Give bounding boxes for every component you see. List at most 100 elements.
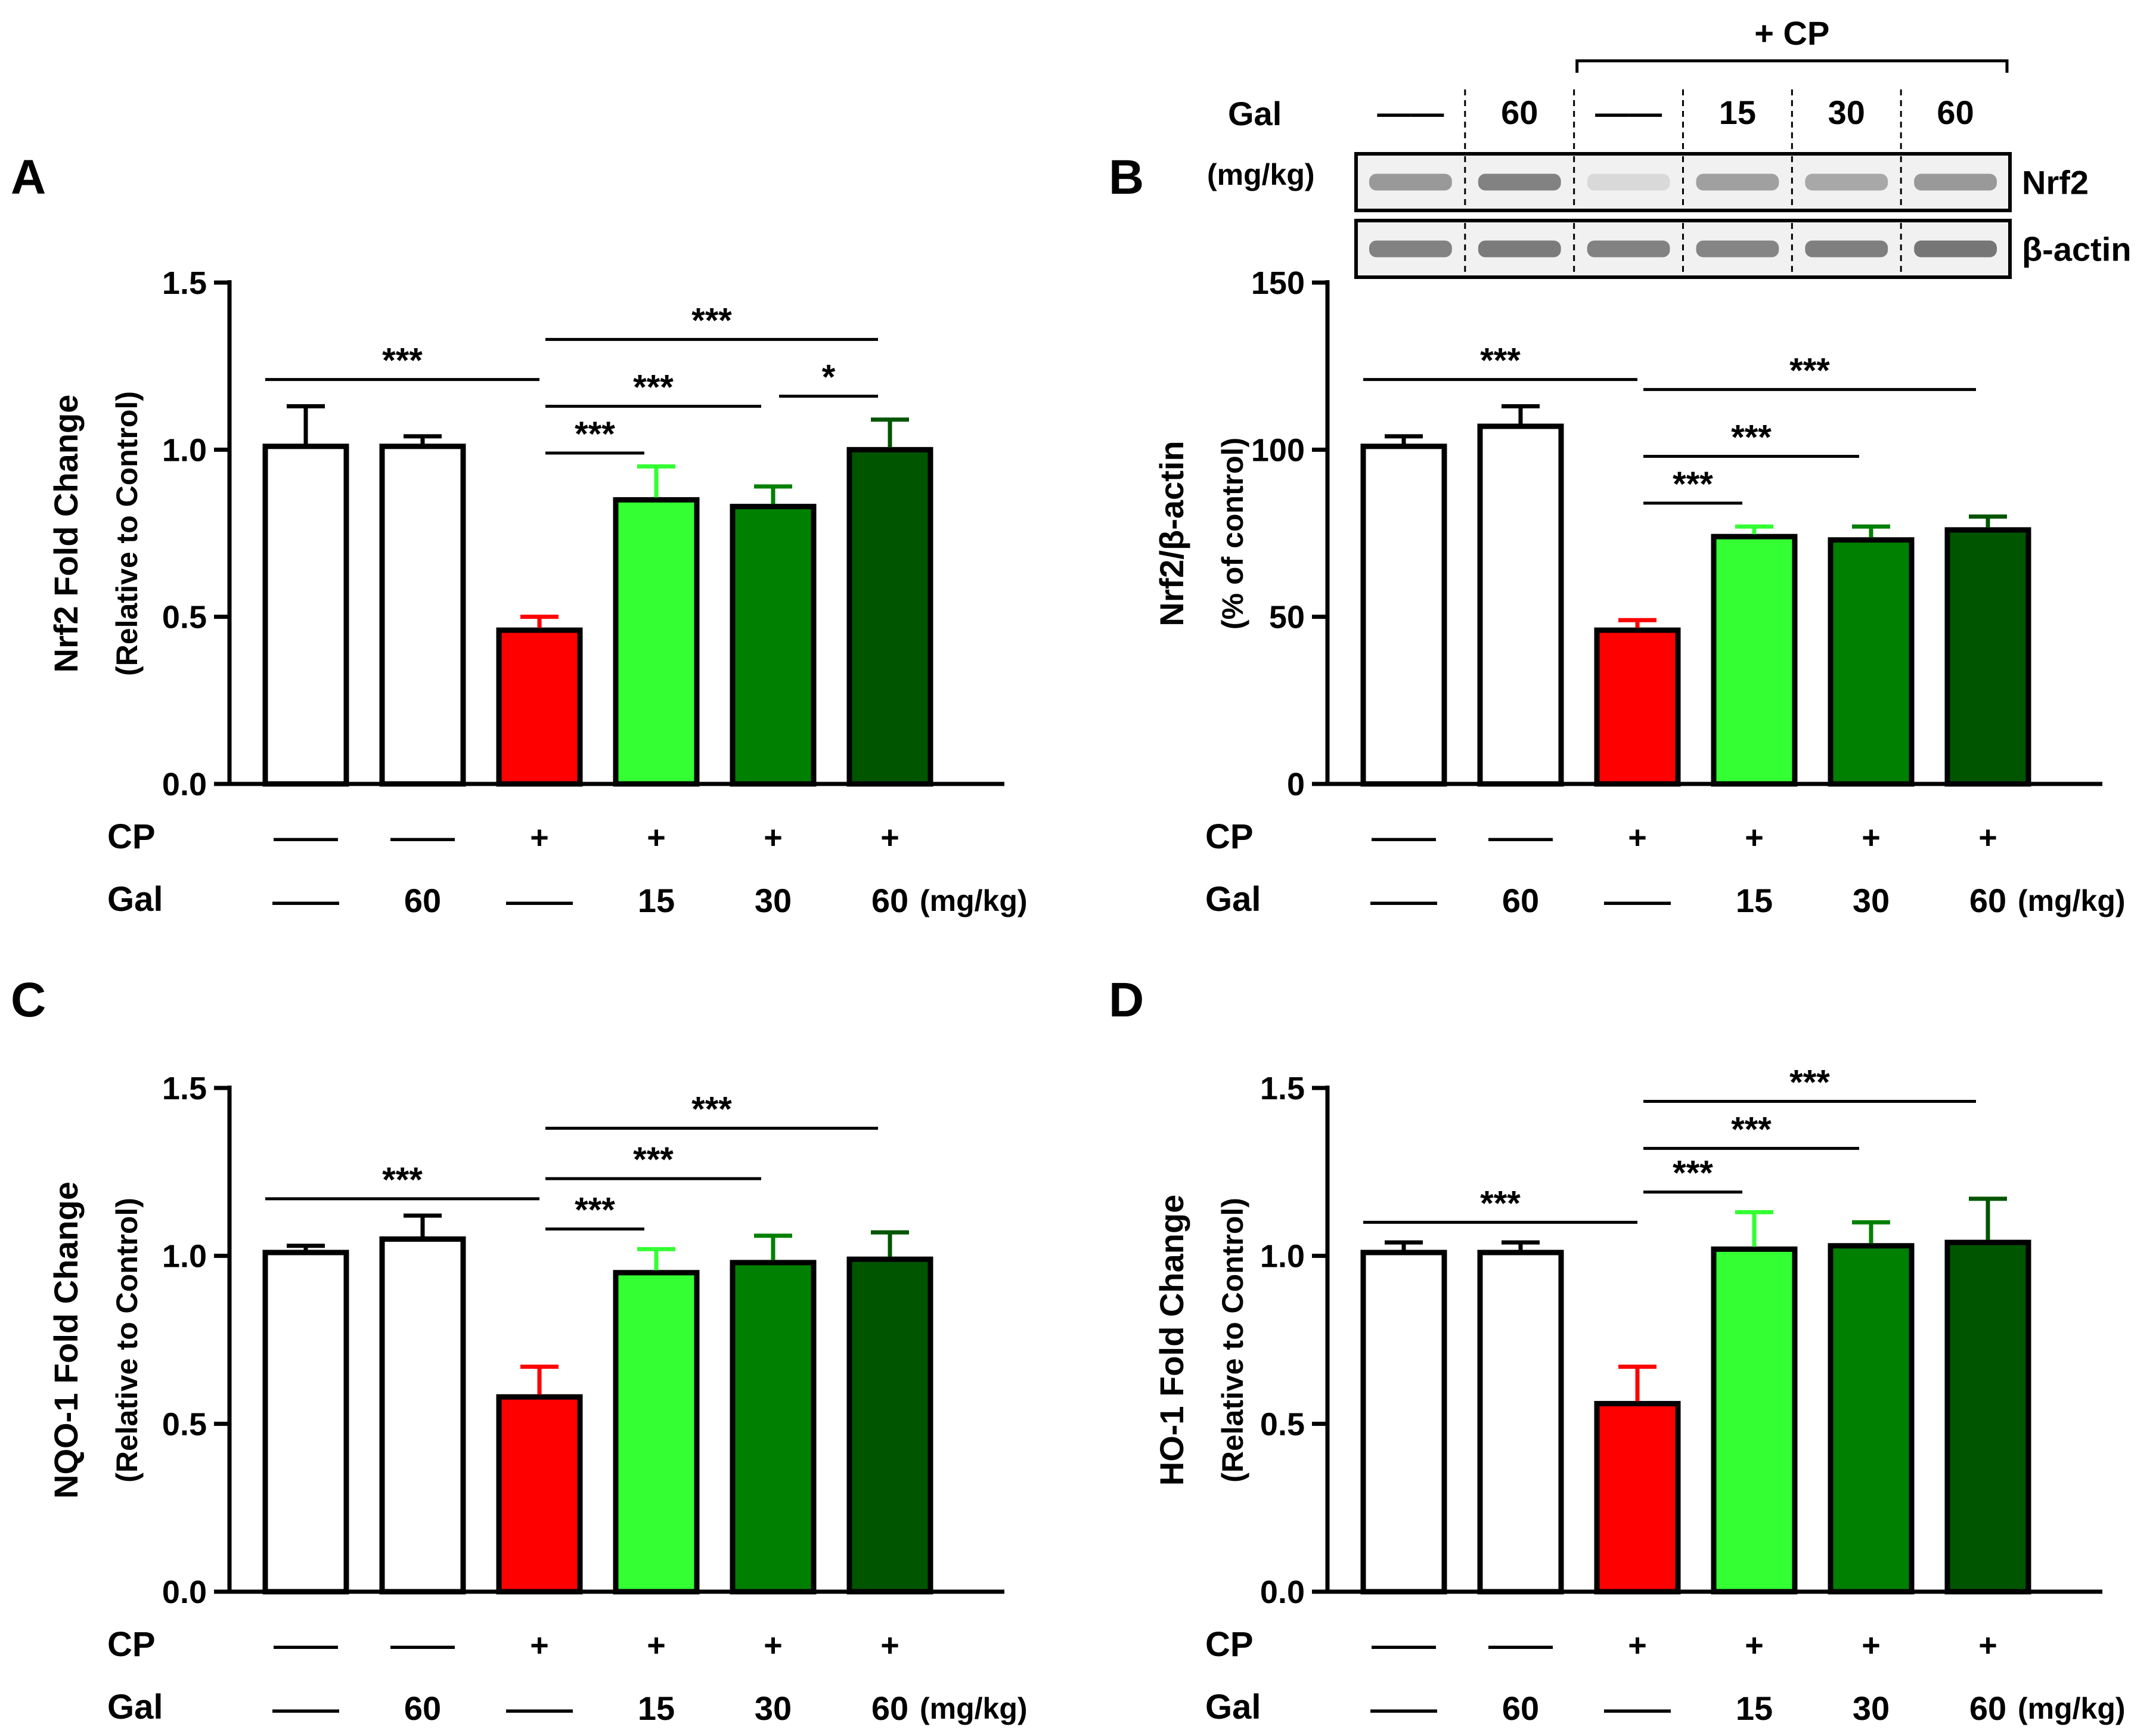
significance-label: *** <box>1789 351 1830 390</box>
cp-value: —— <box>1488 1627 1553 1663</box>
unit-label: (mg/kg) <box>2018 884 2126 917</box>
cp-value: + <box>880 1627 899 1663</box>
bar-cp-gal-60 <box>846 447 933 787</box>
error-bar <box>1852 524 1890 538</box>
cp-value: —— <box>1372 820 1436 855</box>
cp-value: + <box>530 820 549 855</box>
error-bar <box>637 1247 675 1270</box>
y-tick-label: 1.0 <box>162 1239 207 1275</box>
blot-band <box>1587 173 1670 191</box>
significance-label: *** <box>382 342 423 380</box>
row-label-gal: Gal <box>1205 880 1261 919</box>
panel-letter: B <box>1109 150 1144 204</box>
bar-control <box>1360 444 1447 787</box>
blot-band <box>1805 240 1888 258</box>
unit-label: (mg/kg) <box>920 1692 1028 1725</box>
panel-c: C 0.0 0.5 1.0 1.5 NQO-1 Fold Change (Relative … <box>11 973 1028 1727</box>
error-bar <box>287 1244 325 1251</box>
cp-value: —— <box>274 820 338 855</box>
gal-value: 30 <box>755 1689 792 1727</box>
bar-cp-gal-30 <box>1828 537 1915 787</box>
gal-value: 60 <box>1969 1689 2006 1727</box>
blot-lane-label: —— <box>1595 94 1662 131</box>
error-bar <box>754 1233 792 1260</box>
significance-label: *** <box>1673 1154 1713 1193</box>
error-bar <box>1385 1240 1423 1251</box>
error-bar <box>1385 434 1423 444</box>
bar-cp <box>496 1394 583 1595</box>
bar-cp-gal-15 <box>613 1270 700 1595</box>
cp-value: + <box>1628 1627 1647 1663</box>
bar-gal-60 <box>1477 1250 1564 1595</box>
y-tick-label: 0.5 <box>1260 1406 1305 1442</box>
bar-cp-gal-60 <box>1944 1239 2031 1595</box>
gal-value: 15 <box>1736 1689 1773 1727</box>
blot-band <box>1696 173 1779 191</box>
significance-label: *** <box>1731 418 1772 457</box>
bar-gal-60 <box>379 1236 466 1595</box>
gal-value: —— <box>1604 882 1671 919</box>
error-bar <box>404 1213 442 1237</box>
y-tick-label: 1.5 <box>162 1071 207 1106</box>
cp-value: —— <box>1372 1627 1436 1663</box>
gal-value: —— <box>1370 882 1437 919</box>
gal-value: 60 <box>1969 882 2006 919</box>
cp-value: + <box>1978 1627 1997 1663</box>
blot-band <box>1369 240 1452 258</box>
row-label-cp: CP <box>1205 1625 1254 1664</box>
significance-label: *** <box>1480 342 1521 380</box>
row-label-gal: Gal <box>107 1688 163 1726</box>
significance-label: *** <box>382 1161 423 1199</box>
blot-lane-label: 60 <box>1501 94 1538 131</box>
bar-cp-gal-15 <box>1711 534 1798 787</box>
cp-header: + CP <box>1754 14 1829 52</box>
panel-b: B 0 50 100 150 Nrf2/β-actin (% of control) *** *… <box>1109 150 2126 919</box>
cp-value: + <box>880 820 899 855</box>
row-label-gal: Gal <box>107 880 163 919</box>
panel-letter: A <box>11 150 46 204</box>
bar-cp-gal-60 <box>1944 527 2031 787</box>
panel-d: D 0.0 0.5 1.0 1.5 HO-1 Fold Change (Relative t… <box>1109 973 2126 1727</box>
cp-value: + <box>530 1627 549 1663</box>
error-bar <box>1618 618 1656 628</box>
cp-value: —— <box>390 1627 455 1663</box>
row-label-cp: CP <box>107 817 156 856</box>
y-tick-label: 1.0 <box>162 432 207 468</box>
panel-a: A 0.0 0.5 1.0 1.5 Nrf2 Fold Change (Relative t… <box>11 150 1028 919</box>
y-axis-label: NQO-1 Fold Change <box>47 1182 85 1499</box>
gal-value: 60 <box>871 1689 908 1727</box>
bar-cp <box>1594 627 1681 787</box>
blot-band <box>1805 173 1888 191</box>
gal-value: 15 <box>1736 882 1773 919</box>
bar-control <box>262 444 349 787</box>
error-bar <box>520 615 559 628</box>
bar-gal-60 <box>379 444 466 787</box>
y-axis-sublabel: (Relative to Control) <box>110 1198 144 1483</box>
significance-label: *** <box>633 368 674 407</box>
unit-label: (mg/kg) <box>2018 1692 2126 1725</box>
gal-value: 60 <box>1502 1689 1539 1727</box>
cp-value: + <box>1978 820 1997 855</box>
significance-label: *** <box>1789 1064 1830 1102</box>
blot-band-label: β-actin <box>2022 231 2132 268</box>
y-tick-label: 0.0 <box>162 767 207 802</box>
error-bar <box>520 1365 559 1395</box>
gal-value: 30 <box>755 882 792 919</box>
cp-value: + <box>1862 820 1881 855</box>
error-bar <box>1735 1210 1773 1247</box>
bar-cp-gal-15 <box>613 497 700 787</box>
error-bar <box>287 404 325 444</box>
error-bar <box>1735 524 1773 535</box>
gal-value: 30 <box>1853 882 1890 919</box>
y-axis-label: Nrf2/β-actin <box>1153 441 1190 626</box>
y-tick-label: 1.5 <box>162 265 207 301</box>
y-tick-label: 1.5 <box>1260 1071 1305 1106</box>
gal-value: —— <box>1604 1689 1671 1727</box>
blot-band-label: Nrf2 <box>2022 164 2089 201</box>
gal-value: —— <box>272 1689 339 1727</box>
blot-band <box>1478 240 1561 258</box>
blot-lane-label: 30 <box>1828 94 1865 131</box>
significance-label: *** <box>1480 1184 1521 1223</box>
error-bar <box>1502 404 1540 424</box>
